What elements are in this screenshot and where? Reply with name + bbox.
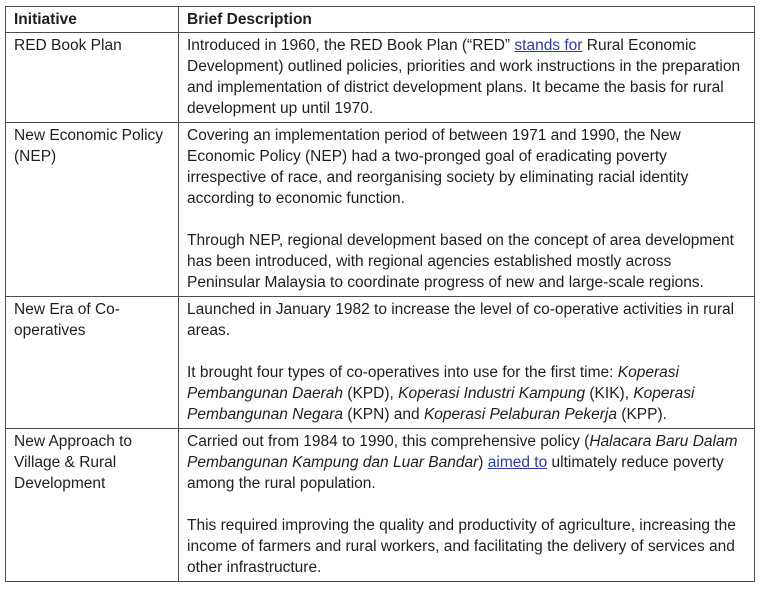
italic-term: Koperasi Industri Kampung bbox=[398, 385, 586, 402]
header-row: Initiative Brief Description bbox=[5, 6, 755, 33]
italic-term: Koperasi Pembangunan Negara bbox=[187, 385, 695, 423]
text-run: It brought four types of co-operatives i… bbox=[187, 364, 618, 381]
description-cell: Launched in January 1982 to increase the… bbox=[178, 296, 755, 429]
text-run: (KPD), bbox=[342, 385, 399, 402]
text-run: This required improving the quality and … bbox=[187, 517, 736, 576]
description-cell: Covering an implementation period of bet… bbox=[178, 122, 755, 297]
description-paragraph: Through NEP, regional development based … bbox=[187, 230, 746, 293]
initiative-cell: New Economic Policy (NEP) bbox=[5, 122, 179, 297]
header-description: Brief Description bbox=[178, 6, 755, 33]
italic-term: Koperasi Pembangunan Daerah bbox=[187, 364, 679, 402]
inline-link[interactable]: aimed to bbox=[487, 454, 548, 471]
description-paragraph: Covering an implementation period of bet… bbox=[187, 125, 746, 209]
text-run: Introduced in 1960, the RED Book Plan (“… bbox=[187, 37, 515, 54]
table-row: New Approach to Village & Rural Developm… bbox=[5, 428, 755, 582]
header-initiative: Initiative bbox=[5, 6, 179, 33]
table-row: New Economic Policy (NEP) Covering an imp… bbox=[5, 122, 755, 297]
description-paragraph: Carried out from 1984 to 1990, this comp… bbox=[187, 431, 746, 494]
initiative-cell: New Approach to Village & Rural Developm… bbox=[5, 428, 179, 582]
text-run: Rural Economic Development) outlined pol… bbox=[187, 37, 741, 117]
description-paragraph: It brought four types of co-operatives i… bbox=[187, 362, 746, 425]
text-run: (KPN) and bbox=[342, 406, 424, 423]
description-paragraph: This required improving the quality and … bbox=[187, 515, 746, 578]
text-run: ultimately reduce poverty among the rura… bbox=[187, 454, 724, 492]
initiative-cell: New Era of Co-operatives bbox=[5, 296, 179, 429]
table-row: New Era of Co-operatives Launched in Janu… bbox=[5, 296, 755, 429]
description-paragraph: Introduced in 1960, the RED Book Plan (“… bbox=[187, 35, 746, 119]
description-paragraph: Launched in January 1982 to increase the… bbox=[187, 299, 746, 341]
text-run: Carried out from 1984 to 1990, this comp… bbox=[187, 433, 590, 450]
text-run: Through NEP, regional development based … bbox=[187, 232, 734, 291]
description-cell: Introduced in 1960, the RED Book Plan (“… bbox=[178, 32, 755, 123]
initiative-cell: RED Book Plan bbox=[5, 32, 179, 123]
inline-link[interactable]: stands for bbox=[514, 37, 583, 54]
italic-term: Halacara Baru Dalam Pembangunan Kampung … bbox=[187, 433, 738, 471]
italic-term: Koperasi Pelaburan Pekerja bbox=[423, 406, 617, 423]
initiatives-table: Initiative Brief Description RED Book Pl… bbox=[5, 6, 755, 582]
table-row: RED Book Plan Introduced in 1960, the RED… bbox=[5, 32, 755, 123]
table-body: RED Book Plan Introduced in 1960, the RED… bbox=[5, 32, 755, 582]
text-run: (KIK), bbox=[585, 385, 634, 402]
text-run: (KPP). bbox=[616, 406, 667, 423]
text-run: Covering an implementation period of bet… bbox=[187, 127, 689, 207]
description-cell: Carried out from 1984 to 1990, this comp… bbox=[178, 428, 755, 582]
text-run: ) bbox=[478, 454, 488, 471]
text-run: Launched in January 1982 to increase the… bbox=[187, 301, 735, 339]
